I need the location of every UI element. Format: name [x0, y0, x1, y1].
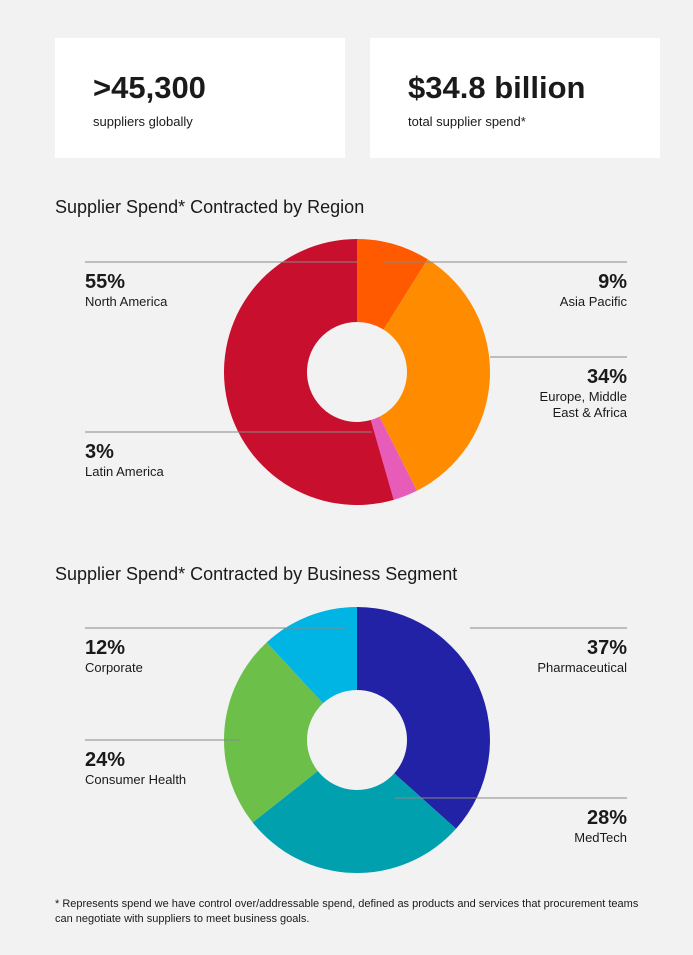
slice [357, 607, 491, 829]
footnote: * Represents spend we have control over/… [55, 898, 639, 925]
slice [379, 259, 490, 491]
slice [370, 416, 417, 500]
slice-label: 28% MedTech [574, 806, 627, 846]
value-label: 28% [586, 807, 627, 829]
value-label: 55% [85, 271, 126, 293]
stat-label: total supplier spend* [408, 114, 526, 129]
slice [252, 771, 457, 873]
stat-label: suppliers globally [93, 114, 193, 129]
category-label: MedTech [574, 830, 627, 845]
category-label: Latin America [85, 464, 164, 479]
value-label: 9% [598, 271, 627, 293]
category-label: Europe, Middle East & Africa [539, 389, 627, 420]
slice [266, 607, 357, 704]
stat-value: $34.8 billion [408, 70, 586, 105]
slice-label: 12% Corporate [85, 636, 143, 676]
slice-label: 37% Pharmaceutical [537, 636, 627, 676]
slice [224, 239, 394, 505]
value-label: 37% [586, 637, 627, 659]
category-label: Corporate [85, 660, 143, 675]
category-label: Pharmaceutical [537, 660, 627, 675]
category-label: Asia Pacific [559, 294, 627, 309]
slice-label: 55% North America [85, 270, 167, 310]
slice-label: 34% Europe, Middle East & Africa [537, 365, 627, 421]
chart-title: Supplier Spend* Contracted by Region [55, 197, 365, 217]
slice [224, 642, 324, 823]
chart-title: Supplier Spend* Contracted by Business S… [55, 564, 458, 584]
value-label: 3% [85, 441, 114, 463]
category-label: North America [85, 294, 168, 309]
category-label: Consumer Health [85, 772, 187, 787]
slice-label: 9% Asia Pacific [560, 270, 627, 310]
value-label: 24% [85, 749, 126, 771]
slice-label: 3% Latin America [85, 440, 164, 480]
slice-label: 24% Consumer Health [85, 748, 186, 788]
stat-card: $34.8 billion total supplier spend* [370, 38, 660, 158]
value-label: 12% [85, 637, 126, 659]
stat-card: >45,300 suppliers globally [55, 38, 345, 158]
stat-value: >45,300 [93, 70, 206, 105]
value-label: 34% [586, 366, 627, 388]
